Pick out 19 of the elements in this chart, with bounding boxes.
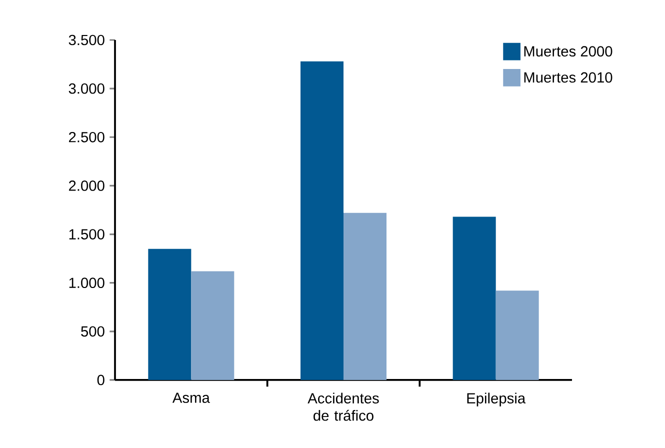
bar <box>191 271 234 380</box>
legend-label: Muertes 2010 <box>524 72 612 83</box>
bar <box>343 212 386 380</box>
x-tick-label: Epilepsia <box>467 392 526 406</box>
y-tick-label: 2.000 <box>68 180 104 191</box>
y-tick-label: 1.000 <box>69 278 104 288</box>
bar <box>300 61 344 380</box>
y-tick-label: 2.500 <box>68 132 104 142</box>
y-tick-label: 500 <box>81 326 104 337</box>
x-tick-label: Asma <box>172 392 210 403</box>
y-tick-label: 0 <box>97 374 104 386</box>
bar <box>496 290 539 380</box>
y-tick-label: 3.000 <box>68 83 104 94</box>
y-tick-label: 1.500 <box>69 229 104 240</box>
bar <box>148 248 192 380</box>
x-tick-label: Accidentes de tráfico <box>308 392 379 421</box>
legend-label: Muertes 2000 <box>524 46 612 57</box>
y-tick-label: 3.500 <box>68 34 104 46</box>
bar <box>452 216 496 380</box>
